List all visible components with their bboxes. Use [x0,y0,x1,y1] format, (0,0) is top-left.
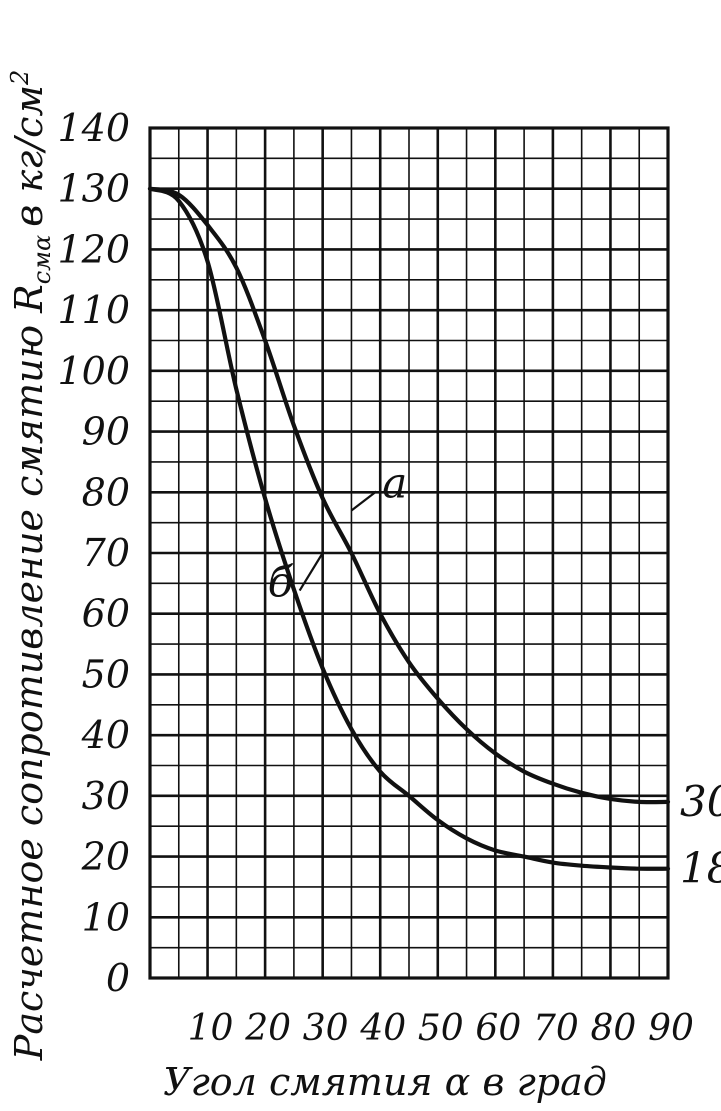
annotations: 30 а 18 б [268,459,721,893]
x-tick-label: 90 [648,1008,694,1049]
series-label: б [268,558,294,607]
y-tick-label: 110 [57,288,130,332]
x-tick-label: 50 [418,1008,464,1049]
x-tick-labels: 10 20 30 40 50 60 70 80 90 [188,1008,694,1049]
y-axis-title: Расчетное сопротивление смятию Rсмα в кг/… [6,70,56,1061]
x-tick-label: 70 [533,1008,579,1049]
x-tick-label: 40 [359,1008,406,1049]
x-tick-label: 10 [188,1008,234,1049]
series-label: а [382,459,407,508]
y-tick-label: 20 [81,835,130,879]
y-tick-label: 10 [82,895,130,939]
y-tick-label: 120 [57,227,130,271]
y-tick-label: 50 [82,652,130,696]
series-line [147,186,671,805]
y-tick-label: 80 [82,470,130,514]
x-tick-label: 20 [244,1008,291,1049]
x-tick-label: 30 [303,1008,349,1049]
y-tick-label: 130 [57,167,130,211]
series-line [147,186,671,871]
y-axis-title-main: Расчетное сопротивление смятию R [7,284,51,1061]
label-leader-line [298,552,324,592]
series-layer [147,186,671,871]
y-tick-label: 30 [82,774,130,818]
y-axis-title-unit-superscript: 2 [6,70,34,86]
x-tick-label: 60 [475,1008,521,1049]
y-tick-label: 100 [57,349,130,393]
y-axis-title-subscript: смα [28,235,56,285]
series-end-label: 18 [680,844,721,893]
x-tick-label: 80 [591,1008,637,1049]
y-tick-labels: 0 10 20 30 40 50 60 70 80 90 100 110 120 130 140 [57,106,130,1000]
label-leader-line [350,490,377,512]
x-axis-title: Угол смятия α в град [163,1060,607,1104]
y-tick-label: 140 [57,106,130,150]
plot-frame [148,126,670,980]
series-end-label: 30 [680,777,721,826]
y-tick-label: 60 [82,592,130,636]
y-tick-label: 70 [82,531,130,575]
y-tick-label: 0 [106,956,130,1000]
y-tick-label: 90 [82,410,130,454]
y-tick-label: 40 [81,713,130,757]
y-axis-title-unit: в кг/см [7,85,51,227]
